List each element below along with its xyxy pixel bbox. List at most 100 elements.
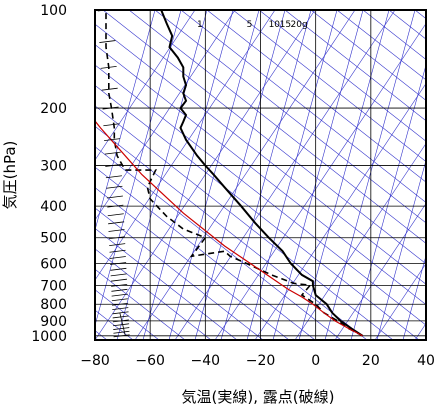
mixing-ratio-line <box>142 10 234 340</box>
mixing-ratio-line <box>194 10 286 340</box>
wind-barb <box>100 65 117 69</box>
wind-barb <box>110 278 127 282</box>
adiabat-line <box>232 10 426 163</box>
adiabat-line <box>258 10 426 142</box>
dewpoint-line <box>105 10 363 337</box>
wind-barb <box>110 267 127 271</box>
x-tick-label: 40 <box>417 353 435 369</box>
wind-barbs <box>97 10 130 338</box>
mixing-ratio-labels: 1 5 10 15 20g <box>197 20 308 30</box>
isotherm-line <box>294 142 426 340</box>
x-tick-label: 0 <box>311 353 320 369</box>
wind-barb <box>106 195 123 199</box>
wind-barb <box>101 87 118 91</box>
wind-barb <box>109 256 126 259</box>
mixing-ratio-line <box>376 159 426 340</box>
y-tick-label: 100 <box>40 3 67 19</box>
adiabat-line <box>102 10 426 265</box>
wind-barb-stem <box>119 312 126 336</box>
x-tick-label: −80 <box>80 353 110 369</box>
y-tick-label: 200 <box>40 101 67 117</box>
wind-barb <box>112 311 129 315</box>
mixing-ratio-label: 5 <box>247 20 253 30</box>
adiabat-line <box>206 10 426 183</box>
wind-barb <box>99 40 116 43</box>
mixing-ratio-line <box>350 63 426 340</box>
wind-barb <box>113 334 130 338</box>
y-tick-label: 800 <box>40 297 67 313</box>
isotherm-line <box>95 10 196 161</box>
x-tick-label: −60 <box>135 353 165 369</box>
adiabat-line <box>310 10 426 101</box>
y-axis-title: 気圧(hPa) <box>1 141 19 210</box>
series-group <box>95 10 364 337</box>
mixing-ratio-line <box>95 10 182 327</box>
isotherm-line <box>174 10 396 340</box>
x-tick-label: −40 <box>191 353 221 369</box>
wind-barb <box>112 319 129 323</box>
adiabat-line <box>95 23 426 285</box>
adiabat-line <box>95 289 160 340</box>
wind-barb <box>110 262 127 265</box>
y-tick-label: 1000 <box>31 329 67 345</box>
mixing-ratio-label: 15 <box>280 20 291 30</box>
adiabat-line <box>284 10 426 122</box>
wind-barb <box>111 293 128 297</box>
wind-barb <box>105 164 122 167</box>
adiabat-line <box>128 10 426 244</box>
wind-barb <box>102 106 119 110</box>
mixing-ratio-line <box>220 10 312 340</box>
wind-barb <box>112 302 129 306</box>
wind-barb <box>105 175 122 179</box>
wind-barb <box>113 330 130 334</box>
y-tick-label: 400 <box>40 199 67 215</box>
y-tick-label: 600 <box>40 257 67 273</box>
wind-barb <box>112 307 129 310</box>
isotherm-line <box>95 10 236 221</box>
wind-barb <box>111 298 128 302</box>
x-tick-label: −20 <box>246 353 276 369</box>
x-tick-label: 20 <box>362 353 380 369</box>
wind-barb <box>104 138 121 142</box>
y-tick-label: 900 <box>40 314 67 330</box>
x-axis-title: 気温(実線), 露点(破線) <box>182 388 335 406</box>
adiabat-line <box>95 44 426 306</box>
wind-barb <box>111 283 128 287</box>
wind-barb <box>113 323 130 327</box>
mixing-ratio-label: 20g <box>291 20 308 30</box>
wind-barb <box>109 249 126 253</box>
wind-barb <box>113 327 130 330</box>
mixing-ratio-label: 1 <box>197 20 203 30</box>
wind-barb <box>108 221 125 225</box>
isotherm-line <box>214 22 426 340</box>
mixing-ratio-line <box>324 10 416 340</box>
wind-barb <box>104 151 121 155</box>
adiabat-line <box>180 10 426 203</box>
mixing-ratio-line <box>95 10 156 232</box>
x-axis: −80 −60 −40 −20 0 20 40 <box>80 353 435 369</box>
wind-barb <box>109 243 126 247</box>
wind-barb <box>107 204 124 208</box>
temperature-line <box>160 10 364 337</box>
isotherm-line <box>334 202 426 340</box>
wind-barb <box>106 185 123 189</box>
mixing-ratio-line <box>298 10 390 340</box>
wind-barb <box>107 213 124 217</box>
wind-barb <box>108 229 125 232</box>
parcel-line <box>95 120 363 337</box>
grid <box>95 10 426 340</box>
y-tick-label: 700 <box>40 278 67 294</box>
mixing-ratio-line <box>272 10 364 340</box>
adiabat-line <box>154 10 426 224</box>
isotherm-line <box>95 10 276 281</box>
wind-barb <box>110 273 127 277</box>
y-tick-label: 300 <box>40 158 67 174</box>
isotherm-line <box>134 10 356 340</box>
y-tick-label: 500 <box>40 231 67 247</box>
plot-frame <box>94 9 427 341</box>
mixing-ratio-label: 10 <box>269 20 281 30</box>
wind-barb <box>111 288 128 292</box>
wind-barb <box>103 123 120 127</box>
